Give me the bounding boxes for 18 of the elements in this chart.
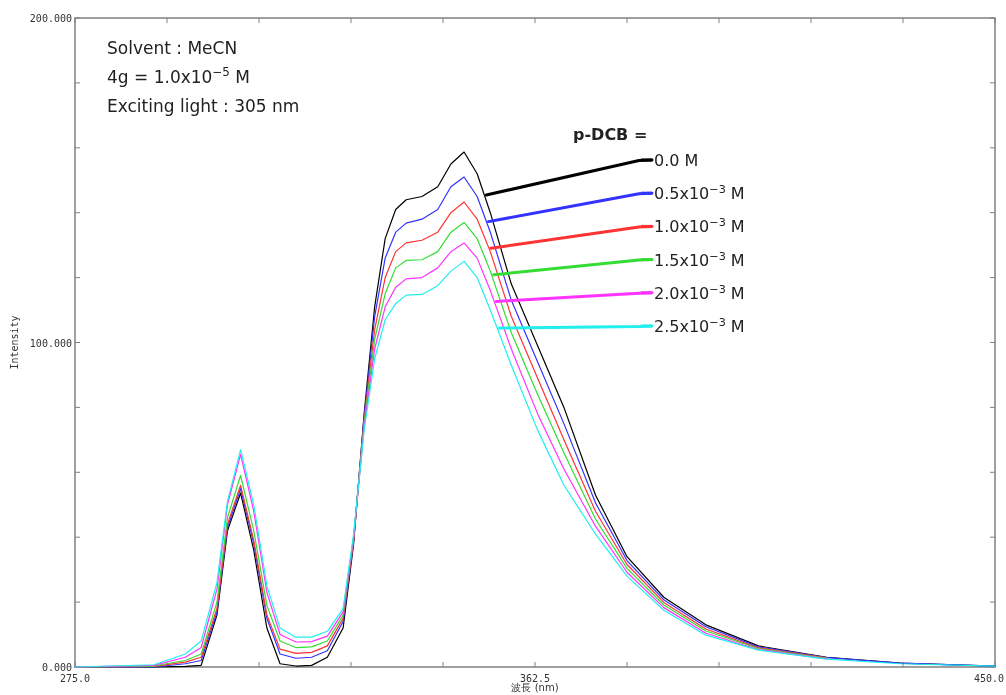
legend-label: 2.5x10$^{−3}$ M (654, 315, 745, 336)
annotation: Exciting light : 305 nm (107, 96, 300, 116)
legend-label: 1.0x10$^{−3}$ M (654, 215, 745, 237)
legend-label: 0.5x10$^{−3}$ M (654, 182, 745, 204)
legend-title: p-DCB = (573, 125, 648, 144)
x-tick-label: 450.0 (973, 673, 1004, 684)
y-tick-label: 100.000 (29, 337, 72, 349)
x-tick-label: 275.0 (59, 673, 91, 684)
y-tick-label: 0.000 (41, 662, 72, 673)
annotation: Solvent : MeCN (107, 38, 238, 58)
legend-label: 0.0 M (654, 151, 699, 170)
annotation: 4g = 1.0x10$^{−5}$ M (107, 65, 250, 87)
y-tick-label: 200.000 (29, 13, 72, 24)
y-axis-title: Intensity (9, 315, 20, 370)
x-axis-title: 波長 (nm) (511, 682, 559, 693)
legend-label: 2.0x10$^{−3}$ M (654, 282, 745, 303)
legend-label: 1.5x10$^{−3}$ M (654, 249, 745, 270)
x-tick-label: 362.5 (519, 673, 551, 684)
